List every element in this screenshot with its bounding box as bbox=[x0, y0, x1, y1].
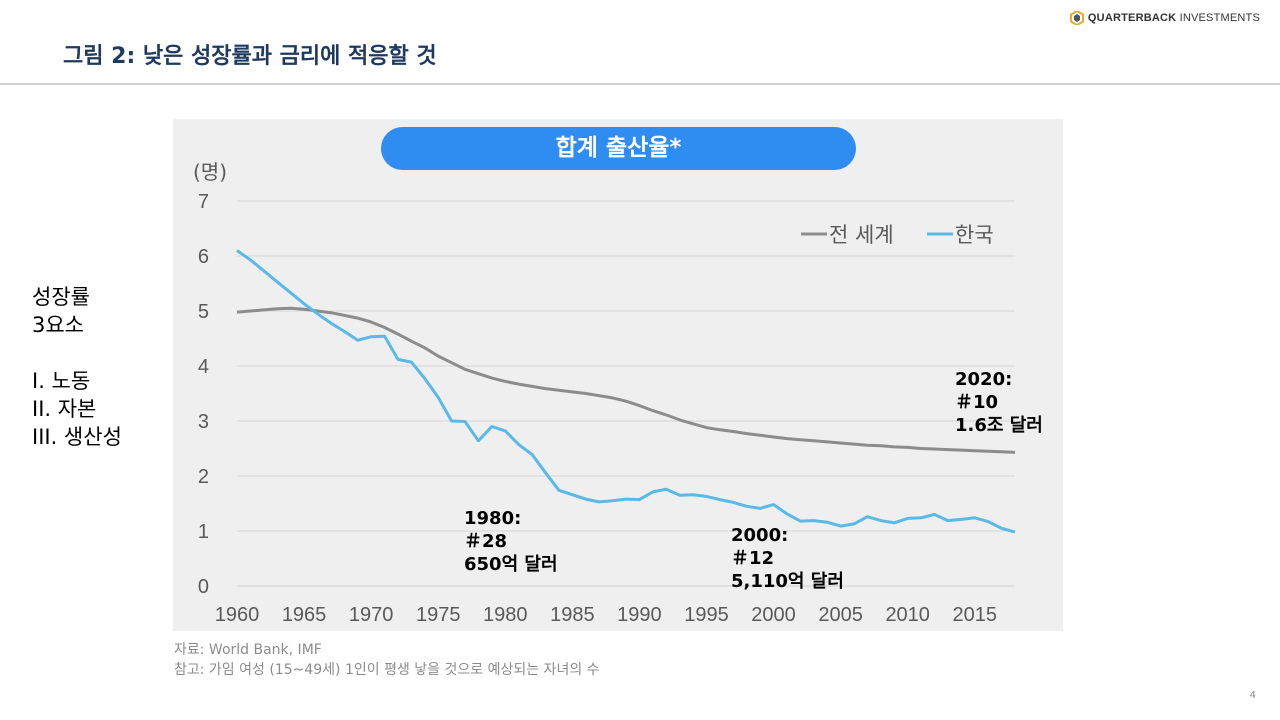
annotation-label: ＃28 bbox=[464, 531, 507, 552]
series-line bbox=[236, 306, 1016, 454]
source-note: 자료: World Bank, IMF bbox=[174, 642, 322, 658]
growth-factor-labor: I. 노동 bbox=[32, 369, 91, 393]
y-tick-label: 4 bbox=[198, 356, 209, 378]
x-tick-label: 2000 bbox=[751, 604, 796, 626]
x-tick-label: 2015 bbox=[953, 604, 998, 626]
growth-factors-heading-1: 성장률 bbox=[32, 285, 90, 309]
growth-factor-capital: II. 자본 bbox=[32, 397, 97, 421]
x-tick-label: 1985 bbox=[550, 604, 595, 626]
series-line bbox=[236, 249, 1016, 534]
annotation-label: ＃10 bbox=[955, 392, 998, 413]
y-tick-label: 2 bbox=[198, 466, 209, 488]
logo-text: INVESTMENTS bbox=[1179, 12, 1260, 24]
x-tick-label: 1965 bbox=[282, 604, 327, 626]
page-number: 4 bbox=[1249, 690, 1256, 701]
x-tick-label: 1995 bbox=[684, 604, 729, 626]
annotation-label: 1.6조 달러 bbox=[955, 415, 1043, 436]
logo-mark-icon bbox=[1069, 11, 1084, 25]
company-logo: QUARTERBACK INVESTMENTS bbox=[1069, 11, 1260, 25]
fertility-chart: 0 1 2 3 4 5 6 7 (명) 1960 1965 1970 1975 1980 1985 1990 1… bbox=[173, 119, 1063, 631]
title-divider bbox=[0, 83, 1280, 85]
footnotes: 자료: World Bank, IMF 참고: 가임 여성 (15~49세) 1… bbox=[174, 640, 600, 680]
annotation-label: 1980: bbox=[464, 508, 521, 529]
definition-note: 참고: 가임 여성 (15~49세) 1인이 평생 낳을 것으로 예상되는 자녀… bbox=[174, 662, 600, 678]
y-axis-label: (명) bbox=[193, 160, 227, 184]
legend-label: 한국 bbox=[955, 223, 994, 247]
x-tick-label: 2005 bbox=[818, 604, 863, 626]
legend-label: 전 세계 bbox=[829, 223, 894, 247]
y-tick-label: 3 bbox=[198, 411, 209, 433]
chart-background bbox=[173, 119, 1063, 631]
x-tick-label: 1980 bbox=[483, 604, 528, 626]
growth-factors-heading-2: 3요소 bbox=[32, 313, 85, 337]
growth-factor-productivity: III. 생산성 bbox=[32, 425, 122, 449]
x-tick-label: 1975 bbox=[416, 604, 461, 626]
growth-factors-panel: 성장률 3요소 I. 노동 II. 자본 III. 생산성 bbox=[32, 283, 122, 451]
x-tick-label: 1960 bbox=[215, 604, 260, 626]
chart-title: 합계 출산율* bbox=[381, 127, 856, 170]
annotation-label: 2020: bbox=[955, 369, 1012, 390]
chart-canvas: 0 1 2 3 4 5 6 7 (명) 1960 1965 1970 1975 1980 1985 1990 1… bbox=[173, 119, 1063, 631]
x-tick-label: 1970 bbox=[349, 604, 394, 626]
annotation-label: 2000: bbox=[731, 525, 788, 546]
x-tick-label: 1990 bbox=[617, 604, 662, 626]
y-tick-label: 0 bbox=[198, 576, 209, 598]
y-tick-label: 6 bbox=[198, 246, 209, 268]
y-tick-label: 5 bbox=[198, 301, 209, 323]
slide-title: 그림 2: 낮은 성장률과 금리에 적응할 것 bbox=[63, 44, 437, 69]
y-tick-label: 1 bbox=[198, 521, 209, 543]
annotation-label: ＃12 bbox=[731, 548, 774, 569]
x-tick-label: 2010 bbox=[885, 604, 930, 626]
annotation-label: 5,110억 달러 bbox=[731, 571, 844, 592]
logo-text-bold: QUARTERBACK bbox=[1087, 12, 1177, 24]
y-tick-label: 7 bbox=[198, 191, 209, 213]
annotation-label: 650억 달러 bbox=[464, 554, 558, 575]
